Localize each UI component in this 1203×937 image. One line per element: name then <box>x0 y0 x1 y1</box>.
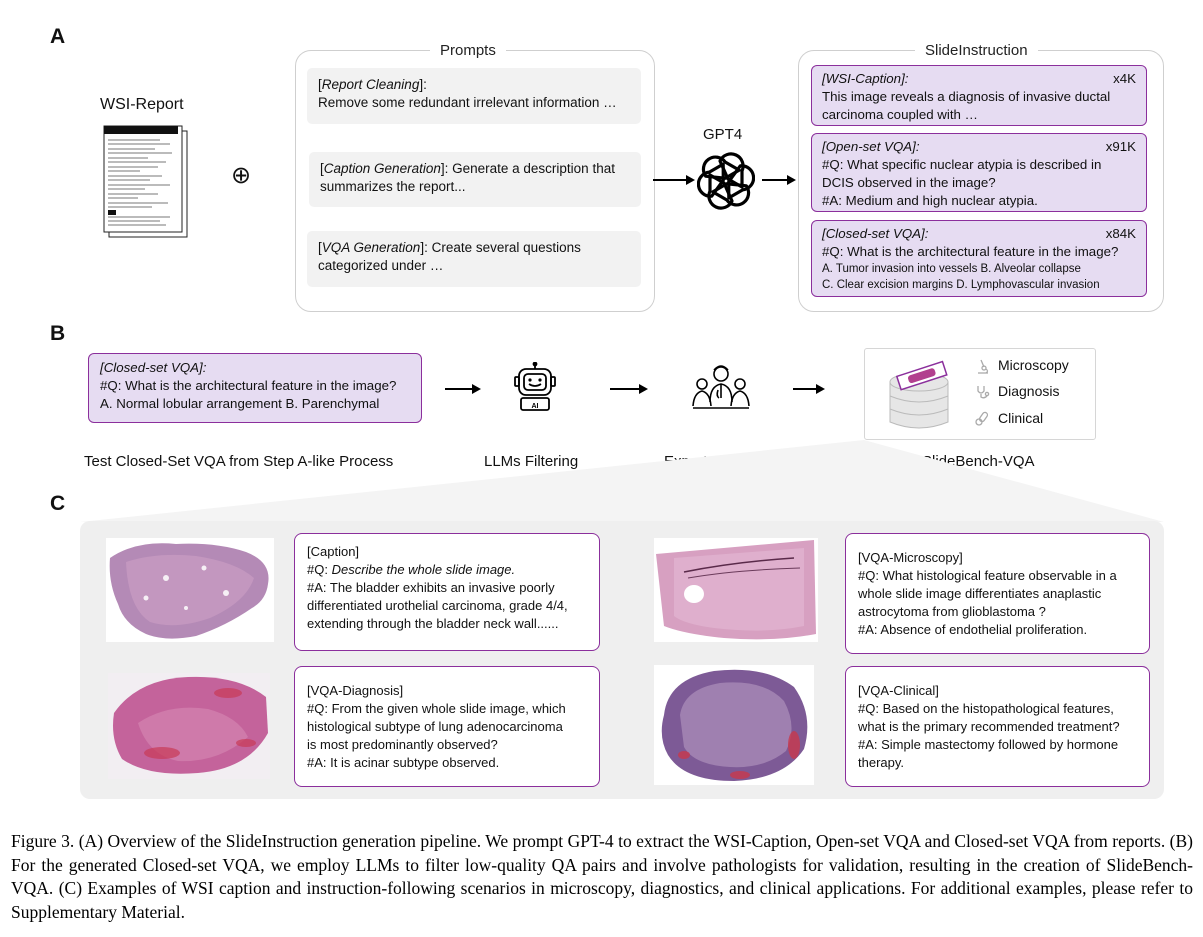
svg-text:AI: AI <box>532 403 539 410</box>
card-count: x84K <box>1105 226 1136 241</box>
arrow-head <box>472 384 481 394</box>
card-line: #Q: What is the architectural feature in… <box>100 378 397 393</box>
plus-icon: ⊕ <box>231 162 252 189</box>
example-line: what is the primary recommended treatmen… <box>858 719 1120 734</box>
prompt-text: : Create several questions <box>424 240 581 255</box>
section-label-a: A <box>50 25 66 48</box>
example-title: [Caption] <box>307 544 360 559</box>
prompt-tag: Report Cleaning <box>321 77 420 92</box>
prompt-caption-generation: [Caption Generation]: Generate a descrip… <box>309 152 641 207</box>
example-line: extending through the bladder neck wall.… <box>307 616 559 631</box>
prompts-title: Prompts <box>430 42 506 59</box>
wsi-report-label: WSI-Report <box>100 96 184 113</box>
example-line: #A: It is acinar subtype observed. <box>307 755 500 770</box>
example-line: therapy. <box>858 755 905 770</box>
gpt4-label: GPT4 <box>703 126 743 143</box>
card-line: This image reveals a diagnosis of invasi… <box>822 89 1111 104</box>
prompt-text-rest: Remove some redundant irrelevant informa… <box>318 95 617 110</box>
example-line: is most predominantly observed? <box>307 737 498 752</box>
card-count: x91K <box>1105 139 1136 154</box>
example-line: #Q: What histological feature observable… <box>858 568 1117 583</box>
figure-caption: Figure 3. (A) Overview of the SlideInstr… <box>11 831 1193 922</box>
card-line: DCIS observed in the image? <box>822 175 996 190</box>
arrow-head <box>686 175 695 185</box>
arrow-to-gpt <box>653 179 687 181</box>
database-slide-icon <box>889 360 949 429</box>
example-line: astrocytoma from glioblastoma ? <box>858 604 1046 619</box>
card-tag: [Closed-set VQA]: <box>100 360 207 375</box>
example-line: #A: Simple mastectomy followed by hormon… <box>858 737 1119 752</box>
card-line: #Q: What specific nuclear atypia is desc… <box>822 157 1102 172</box>
arrow-to-llm <box>445 388 473 390</box>
card-line: A. Normal lobular arrangement B. Parench… <box>100 396 380 411</box>
bench-item-clinical: Clinical <box>998 410 1044 426</box>
card-line: #A: Medium and high nuclear atypia. <box>822 193 1038 208</box>
microscope-icon <box>978 359 989 374</box>
example-clinical-card: [VQA-Clinical] #Q: Based on the histopat… <box>845 666 1150 787</box>
example-caption-card: [Caption] #Q: Describe the whole slide i… <box>294 533 600 651</box>
card-count: x4K <box>1113 71 1136 86</box>
card-tag: [Open-set VQA]: <box>822 139 920 154</box>
clinical-pills-icon <box>975 411 989 426</box>
card-line: #Q: What is the architectural feature in… <box>822 244 1119 259</box>
example-line: #Q: From the given whole slide image, wh… <box>307 701 566 716</box>
example-diagnosis-card: [VQA-Diagnosis] #Q: From the given whole… <box>294 666 600 787</box>
slideinstruction-title: SlideInstruction <box>915 42 1038 59</box>
card-line: carcinoma coupled with … <box>822 107 978 122</box>
example-line: #A: Absence of endothelial proliferation… <box>858 622 1088 637</box>
card-option-line: A. Tumor invasion into vessels B. Alveol… <box>822 263 1081 275</box>
prompt-text: : Generate a description that <box>444 161 615 176</box>
zoom-wedge <box>80 440 1164 522</box>
stethoscope-icon <box>977 386 990 399</box>
label-test-closed-set: Test Closed-Set VQA from Step A-like Pro… <box>84 453 394 470</box>
example-line: histological subtype of lung adenocarcin… <box>307 719 563 734</box>
prompt-tag: Caption Generation <box>323 161 441 176</box>
example-title: [VQA-Microscopy] <box>858 550 963 565</box>
arrow-head <box>639 384 648 394</box>
expert-doctors-icon <box>692 365 750 409</box>
bladder-tissue-image <box>106 538 274 642</box>
arrow-head <box>816 384 825 394</box>
arrow-to-bench <box>793 388 817 390</box>
lung-tissue-image <box>108 673 270 779</box>
arrow-to-slideinstruction <box>762 179 788 181</box>
arrow-head <box>787 175 796 185</box>
report-document-icon <box>103 125 188 238</box>
openai-logo-icon <box>697 152 755 210</box>
card-wsi-caption: [WSI-Caption]: x4K This image reveals a … <box>811 65 1147 126</box>
prompt-text: : <box>423 77 427 92</box>
example-q-italic: Describe the whole slide image. <box>331 562 516 577</box>
example-title: [VQA-Clinical] <box>858 683 939 698</box>
prompt-report-cleaning: [Report Cleaning]: Remove some redundant… <box>307 68 641 124</box>
card-tag: [WSI-Caption]: <box>822 71 909 86</box>
section-label-b: B <box>50 322 66 345</box>
prompt-text-rest: categorized under … <box>318 258 444 273</box>
section-label-c: C <box>50 492 66 515</box>
example-line: differentiated urothelial carcinoma, gra… <box>307 598 568 613</box>
prompt-vqa-generation: [VQA Generation]: Create several questio… <box>307 231 641 287</box>
prompt-text-rest: summarizes the report... <box>320 179 466 194</box>
brain-tissue-image <box>654 538 818 642</box>
card-closed-set-vqa: [Closed-set VQA]: x84K #Q: What is the a… <box>811 220 1147 297</box>
example-line: whole slide image differentiates anaplas… <box>858 586 1102 601</box>
arrow-to-expert <box>610 388 640 390</box>
prompt-tag: VQA Generation <box>321 240 421 255</box>
example-q-prefix: #Q: <box>307 562 332 577</box>
example-line: #Q: Based on the histopathological featu… <box>858 701 1114 716</box>
card-tag: [Closed-set VQA]: <box>822 226 929 241</box>
card-open-set-vqa: [Open-set VQA]: x91K #Q: What specific n… <box>811 133 1147 212</box>
example-microscopy-card: [VQA-Microscopy] #Q: What histological f… <box>845 533 1150 654</box>
example-title: [VQA-Diagnosis] <box>307 683 404 698</box>
card-option-line: C. Clear excision margins D. Lymphovascu… <box>822 279 1100 291</box>
example-line: #A: The bladder exhibits an invasive poo… <box>307 580 555 595</box>
robot-icon: AI <box>514 362 556 411</box>
bench-item-diagnosis: Diagnosis <box>998 383 1060 399</box>
breast-tissue-image <box>654 665 814 785</box>
bench-item-microscopy: Microscopy <box>998 357 1069 373</box>
test-closed-set-card: [Closed-set VQA]: #Q: What is the archit… <box>88 353 422 423</box>
label-llms-filtering: LLMs Filtering <box>484 453 579 470</box>
